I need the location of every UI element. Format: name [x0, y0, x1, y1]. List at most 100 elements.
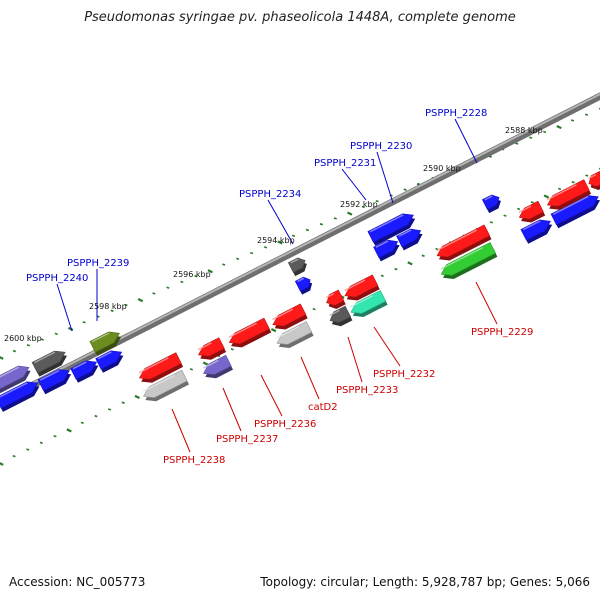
upper-tick: [67, 326, 74, 332]
lower-tick: [503, 214, 507, 217]
lower-tick: [26, 448, 30, 451]
gene-label-reverse[interactable]: PSPPH_2233: [336, 385, 398, 396]
lower-tick: [0, 462, 4, 466]
lower-tick: [80, 421, 84, 424]
gene-label-forward[interactable]: PSPPH_2231: [314, 158, 376, 169]
accession-label: Accession: NC_005773: [9, 575, 146, 589]
gene-label-forward[interactable]: PSPPH_2228: [425, 108, 487, 119]
gene-label-reverse[interactable]: PSPPH_2229: [471, 327, 533, 338]
gene-label-forward[interactable]: PSPPH_2230: [350, 141, 412, 152]
scale-label: 2592 kbp: [340, 200, 378, 209]
lower-tick: [380, 274, 384, 277]
gene-block-olive[interactable]: [89, 331, 122, 356]
upper-tick: [291, 234, 296, 237]
gene-label-forward[interactable]: PSPPH_2234: [239, 189, 301, 200]
lower-tick: [517, 207, 521, 211]
gene-block-purple[interactable]: [0, 365, 31, 394]
gene-block-lightgray[interactable]: [142, 369, 189, 402]
leader-line: [376, 151, 394, 204]
gene-label-forward[interactable]: PSPPH_2240: [26, 273, 88, 284]
gene-block-blue[interactable]: [520, 219, 553, 244]
upper-tick: [137, 298, 144, 303]
gene-features: [0, 170, 600, 412]
gene-block-blue[interactable]: [95, 350, 124, 373]
lower-tick: [39, 441, 43, 445]
leader-line: [56, 283, 73, 332]
gene-label-reverse[interactable]: catD2: [308, 402, 338, 413]
gene-block-gray[interactable]: [329, 305, 353, 327]
gene-block-blue[interactable]: [37, 369, 72, 395]
gene-block-red[interactable]: [138, 352, 184, 383]
lower-tick: [585, 174, 589, 177]
lower-tick: [12, 455, 16, 458]
upper-tick: [40, 338, 44, 341]
gene-block-red[interactable]: [344, 274, 380, 301]
leader-line: [373, 326, 401, 367]
gene-block-red[interactable]: [228, 317, 272, 348]
gene-block-blue[interactable]: [0, 381, 40, 412]
upper-tick: [543, 130, 547, 134]
leader-line: [171, 408, 191, 453]
upper-tick: [305, 228, 310, 232]
upper-tick: [110, 309, 114, 312]
gene-block-red[interactable]: [518, 200, 546, 223]
gene-block-gray[interactable]: [31, 350, 67, 377]
gene-label-forward[interactable]: PSPPH_2239: [67, 258, 129, 269]
upper-tick: [529, 136, 533, 139]
upper-tick: [403, 188, 407, 191]
gene-block-red[interactable]: [272, 303, 308, 330]
lower-tick: [557, 187, 562, 191]
leader-line: [300, 356, 320, 400]
upper-tick: [570, 119, 575, 122]
scale-label: 2596 kbp: [173, 270, 211, 279]
gene-block-red[interactable]: [197, 337, 227, 360]
lower-tick: [543, 194, 550, 199]
leader-line: [454, 118, 478, 164]
scale-label: 2598 kbp: [89, 302, 127, 311]
upper-tick: [152, 292, 156, 295]
upper-tick: [194, 274, 198, 278]
upper-tick: [250, 251, 254, 255]
scale-label: 2588 kbp: [505, 126, 543, 135]
lower-tick: [66, 428, 72, 433]
gene-block-blue[interactable]: [294, 276, 313, 295]
gene-block-red[interactable]: [588, 170, 600, 190]
gene-block-blue[interactable]: [367, 213, 416, 246]
upper-tick: [236, 257, 240, 261]
upper-tick: [180, 280, 184, 284]
lower-tick: [394, 267, 398, 271]
gene-block-blue[interactable]: [481, 194, 501, 214]
gene-label-reverse[interactable]: PSPPH_2237: [216, 434, 278, 445]
upper-tick: [375, 199, 379, 203]
upper-tick: [347, 211, 353, 216]
lower-tick: [53, 434, 57, 438]
upper-tick: [584, 113, 589, 116]
gene-block-blue[interactable]: [70, 360, 99, 383]
gene-block-lightgray[interactable]: [276, 321, 314, 349]
upper-tick: [515, 142, 519, 145]
gene-block-red[interactable]: [436, 224, 492, 261]
upper-tick: [333, 217, 337, 220]
gene-label-reverse[interactable]: PSPPH_2238: [163, 455, 225, 466]
upper-tick: [277, 240, 283, 245]
gene-labels: PSPPH_2228 PSPPH_2230 PSPPH_2231 PSPPH_2234…: [26, 108, 533, 466]
gene-block-red[interactable]: [546, 179, 592, 210]
leader-line: [347, 336, 363, 383]
map-title: Pseudomonas syringae pv. phaseolicola 14…: [84, 10, 516, 25]
gene-block-red[interactable]: [326, 289, 346, 309]
gene-block-green[interactable]: [440, 242, 498, 280]
gene-block-teal[interactable]: [350, 290, 388, 318]
upper-tick: [82, 321, 86, 324]
gene-label-reverse[interactable]: PSPPH_2236: [254, 419, 316, 430]
gene-block-blue[interactable]: [373, 239, 400, 262]
upper-tick: [222, 263, 226, 266]
upper-tick: [12, 349, 16, 353]
upper-tick: [319, 223, 323, 226]
gene-block-blue[interactable]: [396, 228, 423, 251]
leader-line: [260, 374, 283, 417]
gene-block-purple[interactable]: [202, 354, 233, 379]
gene-block-gray[interactable]: [287, 257, 307, 277]
upper-tick: [361, 205, 365, 209]
gene-label-reverse[interactable]: PSPPH_2232: [373, 369, 435, 380]
lower-tick: [94, 414, 98, 418]
